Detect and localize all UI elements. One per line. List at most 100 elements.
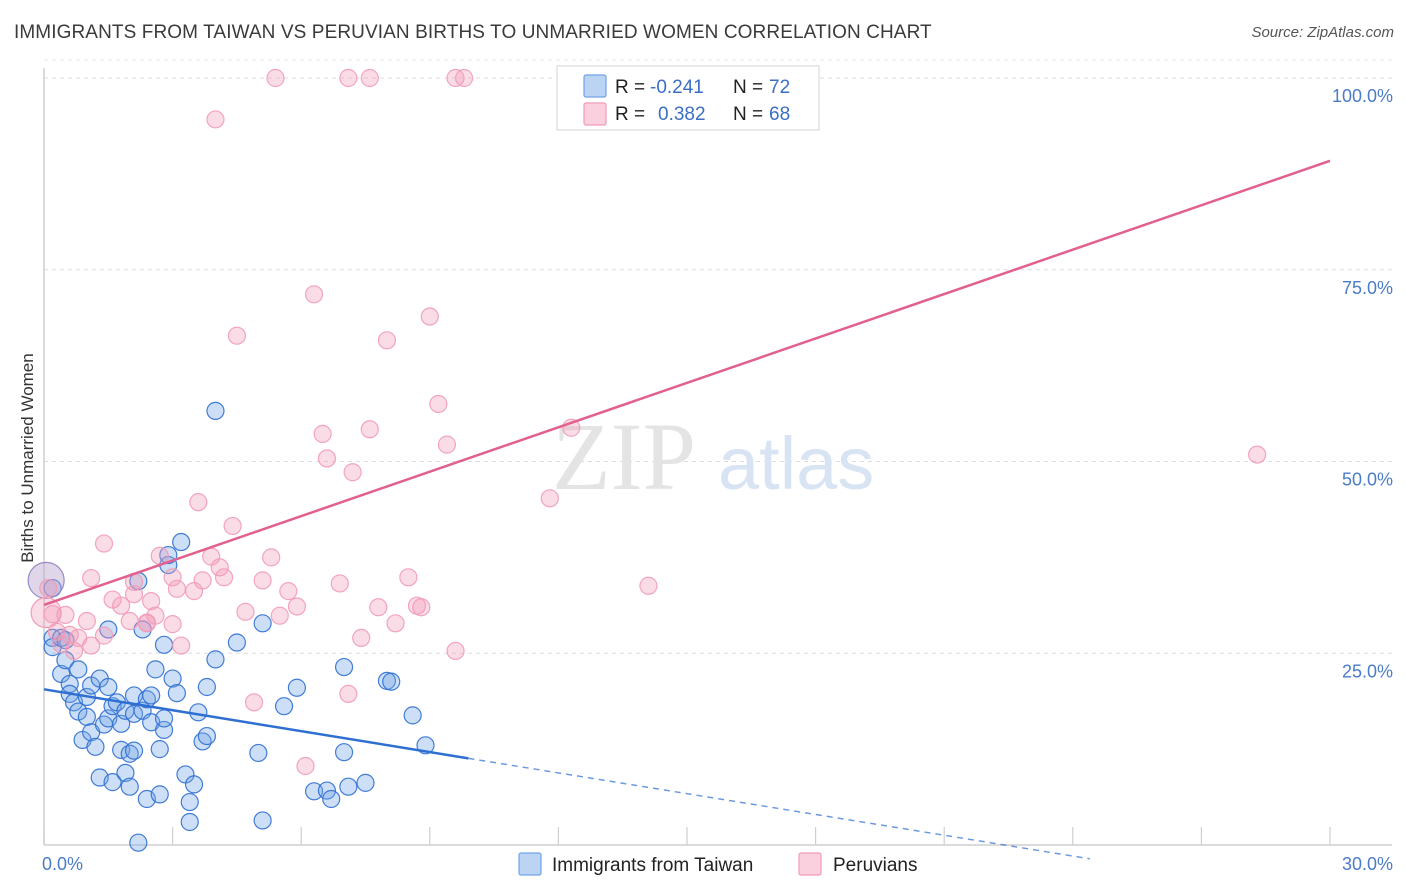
- peruvians-point: [369, 598, 388, 617]
- peruvians-point: [163, 615, 182, 634]
- peruvians-point: [377, 331, 397, 350]
- peruvians-point: [446, 641, 465, 661]
- peruvians-point: [39, 578, 58, 598]
- peruvians-point: [253, 571, 272, 590]
- peruvians-point: [360, 68, 379, 88]
- taiwan-point: [184, 775, 204, 794]
- legend-label-peruvians: Peruvians: [833, 855, 918, 876]
- taiwan-point: [77, 707, 96, 727]
- chart-title: IMMIGRANTS FROM TAIWAN VS PERUVIAN BIRTH…: [14, 22, 932, 43]
- taiwan-point: [172, 532, 191, 552]
- peruvians-point: [360, 420, 379, 439]
- taiwan-point: [120, 777, 139, 796]
- series-legend: Immigrants from Taiwan Peruvians: [518, 852, 918, 876]
- peruvians-point: [82, 636, 101, 655]
- peruvians-point: [189, 493, 208, 512]
- taiwan-point: [99, 677, 118, 697]
- taiwan-point: [317, 781, 337, 800]
- taiwan-point: [180, 792, 199, 812]
- taiwan-point: [339, 777, 358, 796]
- peruvians-point: [193, 571, 212, 590]
- peruvians-point: [214, 568, 234, 587]
- peruvians-point: [227, 326, 246, 345]
- peruvians-point: [287, 597, 307, 616]
- legend-n-label: N =: [733, 77, 763, 98]
- peruvians-point: [296, 756, 315, 776]
- taiwan-point: [322, 789, 341, 809]
- taiwan-point: [86, 737, 105, 756]
- legend-n-value-taiwan: 72: [769, 77, 790, 98]
- taiwan-point: [43, 578, 62, 598]
- y-tick-label: 50.0%: [1342, 470, 1393, 490]
- peruvians-point: [343, 463, 362, 482]
- x-tick-label: 0.0%: [42, 854, 83, 874]
- taiwan-point: [206, 401, 225, 420]
- peruvians-point: [437, 435, 457, 454]
- peruvians-point: [399, 568, 418, 587]
- peruvians-point: [279, 582, 298, 601]
- peruvians-point: [313, 424, 332, 443]
- y-tick-label: 25.0%: [1342, 661, 1393, 681]
- trendline-peruvians: [43, 159, 1331, 607]
- taiwan-point: [197, 677, 216, 697]
- correlation-legend: R = -0.241 N = 72 R = 0.382 N = 68: [556, 65, 820, 131]
- peruvians-point: [172, 636, 191, 655]
- peruvians-point: [167, 579, 186, 598]
- peruvians-point: [639, 576, 658, 595]
- taiwan-point: [382, 672, 401, 691]
- legend-r-value-peruvians: 0.382: [658, 104, 706, 125]
- legend-r-label: R =: [615, 77, 645, 98]
- taiwan-point: [274, 697, 294, 716]
- taiwan-point: [334, 743, 354, 762]
- taiwan-point: [69, 702, 88, 721]
- legend-swatch-taiwan: [518, 852, 542, 876]
- peruvians-point: [77, 611, 96, 631]
- taiwan-point: [253, 811, 272, 830]
- peruvians-point: [270, 606, 289, 625]
- taiwan-point: [403, 706, 422, 725]
- taiwan-point: [206, 650, 225, 669]
- y-tick-labels: 25.0% 50.0% 75.0% 100.0%: [1332, 86, 1393, 681]
- taiwan-point: [112, 740, 131, 759]
- taiwan-point: [253, 614, 272, 633]
- x-tick-label: 30.0%: [1342, 854, 1393, 874]
- x-tick-labels: 0.0% 30.0%: [42, 854, 1393, 874]
- taiwan-point: [304, 782, 324, 801]
- peruvians-point: [112, 596, 131, 615]
- peruvians-point: [210, 558, 229, 577]
- peruvians-point: [146, 606, 165, 625]
- taiwan-point: [150, 740, 169, 759]
- taiwan-point: [150, 785, 169, 804]
- legend-n-label: N =: [733, 104, 763, 125]
- y-tick-label: 100.0%: [1332, 86, 1393, 106]
- peruvians-point: [266, 68, 285, 88]
- legend-r-label: R =: [615, 104, 645, 125]
- peruvians-point: [352, 628, 371, 648]
- taiwan-point: [146, 660, 165, 679]
- legend-r-value-taiwan: -0.241: [650, 77, 704, 98]
- axes: [43, 68, 1392, 846]
- peruvians-point: [30, 596, 62, 629]
- y-tick-label: 75.0%: [1342, 278, 1393, 298]
- peruvians-point: [262, 548, 281, 567]
- taiwan-point: [249, 743, 268, 763]
- taiwan-point: [129, 833, 148, 852]
- peruvians-point: [339, 68, 358, 88]
- peruvians-point: [142, 591, 161, 611]
- peruvians-point: [339, 684, 358, 704]
- taiwan-point: [103, 773, 122, 792]
- peruvians-point: [412, 598, 431, 617]
- peruvians-point: [82, 568, 101, 588]
- peruvians-point: [244, 693, 264, 712]
- peruvians-point: [1248, 445, 1267, 464]
- grid: [44, 59, 1392, 654]
- taiwan-point: [163, 669, 182, 688]
- peruvians-point: [454, 68, 474, 88]
- trendline-taiwan-extension: [468, 757, 1091, 860]
- peruvians-point: [317, 449, 337, 468]
- taiwan-point: [167, 684, 186, 703]
- peruvians-point: [223, 516, 242, 536]
- taiwan-point: [154, 635, 174, 654]
- peruvians-point: [94, 626, 114, 645]
